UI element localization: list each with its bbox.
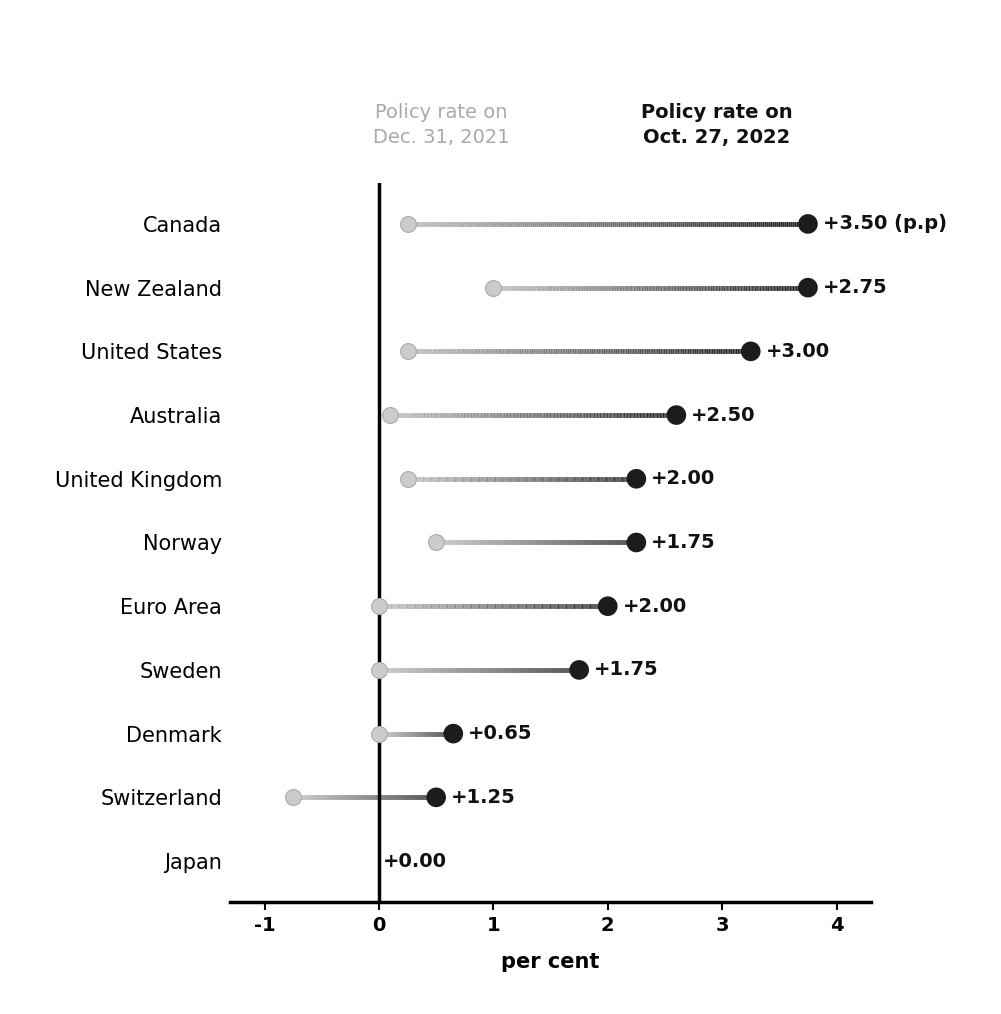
Text: +2.50: +2.50 bbox=[692, 406, 756, 425]
Text: +0.65: +0.65 bbox=[468, 724, 533, 743]
Point bbox=[800, 216, 816, 232]
Point bbox=[669, 407, 685, 423]
Point bbox=[600, 598, 616, 614]
Text: +3.50 (p.p): +3.50 (p.p) bbox=[823, 214, 947, 233]
Text: +3.00: +3.00 bbox=[766, 342, 830, 361]
X-axis label: per cent: per cent bbox=[502, 952, 600, 972]
Text: +2.75: +2.75 bbox=[823, 278, 888, 297]
Point bbox=[371, 725, 387, 741]
Point bbox=[371, 662, 387, 678]
Point bbox=[399, 344, 415, 360]
Point bbox=[399, 216, 415, 232]
Point bbox=[743, 344, 759, 360]
Point bbox=[629, 470, 645, 487]
Point bbox=[428, 534, 444, 551]
Point bbox=[285, 789, 301, 805]
Point bbox=[800, 280, 816, 296]
Text: +1.75: +1.75 bbox=[594, 660, 659, 679]
Text: Policy rate on
Dec. 31, 2021: Policy rate on Dec. 31, 2021 bbox=[373, 102, 510, 146]
Point bbox=[382, 407, 398, 423]
Point bbox=[485, 280, 502, 296]
Text: +2.00: +2.00 bbox=[623, 596, 687, 615]
Point bbox=[428, 789, 444, 805]
Text: +1.75: +1.75 bbox=[652, 533, 716, 552]
Text: +1.25: +1.25 bbox=[451, 788, 516, 807]
Text: Policy rate on
Oct. 27, 2022: Policy rate on Oct. 27, 2022 bbox=[642, 102, 793, 146]
Text: +0.00: +0.00 bbox=[382, 852, 446, 871]
Point bbox=[629, 534, 645, 551]
Point bbox=[572, 662, 588, 678]
Text: +2.00: +2.00 bbox=[652, 469, 716, 489]
Point bbox=[371, 598, 387, 614]
Point bbox=[445, 725, 461, 741]
Point bbox=[399, 470, 415, 487]
